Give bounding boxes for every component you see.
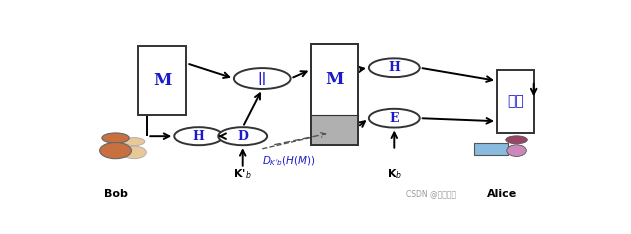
Text: M: M — [325, 71, 343, 88]
Text: $D_{K'b}(H(M))$: $D_{K'b}(H(M))$ — [262, 155, 316, 168]
Circle shape — [506, 136, 528, 144]
FancyBboxPatch shape — [497, 69, 534, 133]
Text: E: E — [389, 112, 399, 125]
Text: Alice: Alice — [487, 189, 517, 199]
Circle shape — [369, 58, 420, 77]
FancyBboxPatch shape — [311, 115, 358, 145]
Circle shape — [102, 133, 129, 143]
Text: CSDN @星河流浪: CSDN @星河流浪 — [406, 189, 456, 198]
Ellipse shape — [122, 146, 146, 159]
FancyBboxPatch shape — [311, 44, 358, 145]
Text: Bob: Bob — [103, 189, 127, 199]
Text: M: M — [153, 72, 171, 89]
Text: K'$_b$: K'$_b$ — [233, 167, 252, 181]
Text: 比较: 比较 — [507, 94, 524, 108]
Circle shape — [234, 68, 291, 89]
Ellipse shape — [100, 143, 131, 159]
FancyBboxPatch shape — [473, 143, 508, 155]
Text: D: D — [237, 130, 248, 143]
FancyBboxPatch shape — [138, 46, 187, 115]
Ellipse shape — [507, 145, 526, 157]
Text: ||: || — [257, 72, 267, 85]
Circle shape — [369, 109, 420, 128]
Text: K$_b$: K$_b$ — [387, 167, 402, 181]
Circle shape — [218, 127, 267, 145]
Text: H: H — [192, 130, 204, 143]
Circle shape — [174, 127, 223, 145]
Circle shape — [124, 138, 145, 146]
Text: H: H — [388, 61, 400, 74]
